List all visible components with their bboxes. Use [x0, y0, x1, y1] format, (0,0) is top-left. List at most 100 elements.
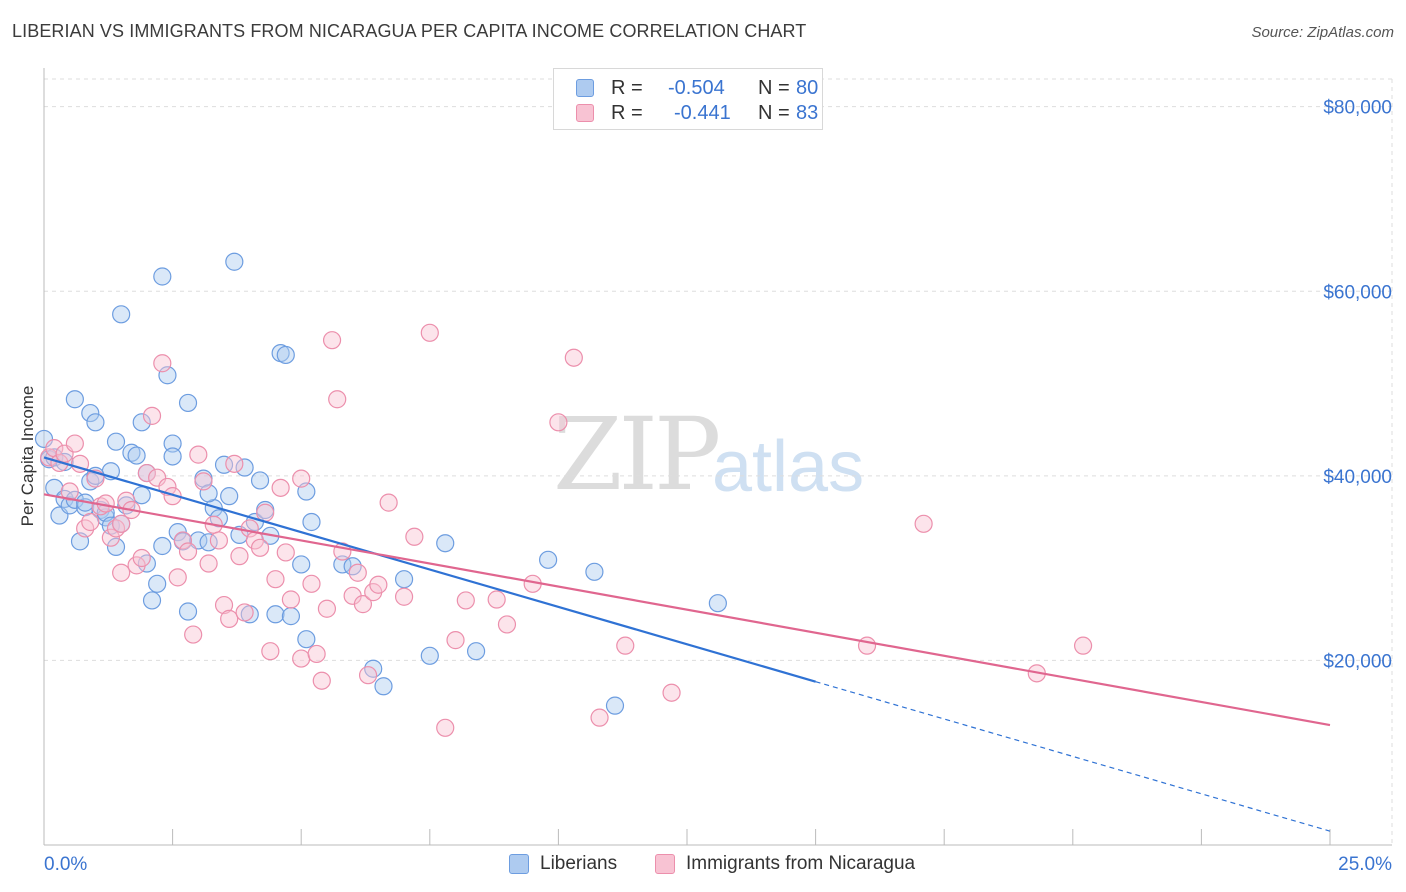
data-point: [220, 487, 239, 506]
liberians-swatch: [576, 79, 594, 97]
chart-title: LIBERIAN VS IMMIGRANTS FROM NICARAGUA PE…: [12, 21, 807, 41]
data-point: [106, 432, 126, 451]
data-point: [708, 594, 727, 613]
data-point: [266, 605, 285, 624]
data-point: [106, 537, 126, 557]
data-point: [616, 636, 635, 655]
data-point: [302, 574, 321, 593]
data-point: [148, 468, 167, 487]
nicaragua-legend-swatch: [655, 854, 675, 874]
data-point: [34, 429, 54, 449]
data-point: [250, 471, 270, 490]
data-point: [585, 562, 604, 581]
data-point: [466, 642, 486, 661]
y-tick-label: $80,000: [1323, 98, 1392, 119]
data-point: [225, 252, 244, 271]
x-tick-label-min: 0.0%: [44, 854, 87, 875]
data-point: [153, 354, 172, 373]
data-point: [292, 469, 311, 488]
nicaragua-n-value: 83: [796, 102, 819, 124]
data-point: [281, 607, 301, 626]
data-point: [487, 590, 506, 609]
data-point: [142, 406, 162, 425]
data-point: [322, 331, 342, 350]
y-tick-label: $20,000: [1323, 651, 1392, 672]
data-point: [590, 708, 609, 727]
nicaragua-points: [40, 323, 1093, 737]
data-point: [1073, 636, 1093, 655]
watermark-atlas: atlas: [712, 427, 865, 507]
data-point: [81, 512, 100, 532]
data-point: [112, 563, 131, 582]
data-point: [178, 602, 198, 621]
data-point: [312, 671, 331, 690]
data-point: [153, 267, 172, 286]
data-point: [276, 543, 295, 562]
data-point: [266, 570, 285, 589]
data-point: [276, 345, 295, 365]
data-point: [261, 642, 280, 661]
n-label: N =: [758, 77, 790, 99]
data-point: [456, 591, 475, 610]
data-point: [394, 570, 414, 589]
data-point: [374, 677, 393, 696]
axes: [43, 68, 1393, 846]
data-point: [184, 625, 203, 644]
liberians-legend-label: Liberians: [540, 853, 618, 874]
data-point: [394, 587, 414, 606]
data-point: [148, 574, 167, 593]
nicaragua-legend-label: Immigrants from Nicaragua: [686, 853, 916, 874]
data-point: [250, 538, 270, 557]
data-point: [81, 403, 100, 423]
data-point: [178, 542, 198, 561]
trend-line: [43, 493, 1331, 727]
data-point: [132, 413, 151, 432]
data-point: [436, 718, 455, 737]
trend-line: [43, 456, 816, 683]
data-point: [307, 644, 326, 664]
n-label: N =: [758, 102, 790, 124]
data-point: [194, 472, 213, 491]
data-point: [40, 448, 59, 467]
data-point: [65, 434, 84, 453]
liberians-legend-swatch: [509, 854, 529, 874]
trend-lines: [43, 456, 1331, 832]
y-tick-label: $40,000: [1323, 467, 1392, 488]
y-tick-label: $60,000: [1323, 282, 1392, 303]
data-point: [292, 649, 311, 668]
data-point: [564, 348, 583, 367]
correlation-legend: R = -0.504 N = 80 R = -0.441 N = 83: [553, 68, 823, 130]
data-point: [142, 591, 162, 610]
data-point: [60, 496, 79, 515]
data-point: [230, 547, 249, 566]
liberians-r-value: -0.504: [668, 77, 725, 99]
data-point: [127, 446, 146, 465]
data-point: [420, 646, 439, 665]
data-point: [256, 503, 275, 522]
data-point: [168, 568, 187, 587]
nicaragua-swatch: [576, 104, 594, 122]
trend-line-extension: [815, 681, 1331, 832]
data-point: [225, 454, 244, 473]
data-point: [297, 630, 316, 649]
data-point: [662, 683, 681, 702]
data-point: [101, 528, 120, 547]
source-attribution: Source: ZipAtlas.com: [1251, 24, 1394, 41]
data-point: [132, 548, 151, 568]
data-point: [328, 390, 347, 409]
data-point: [420, 323, 439, 342]
data-point: [65, 390, 84, 409]
x-tick-label-max: 25.0%: [1338, 854, 1392, 875]
data-point: [122, 443, 141, 462]
data-point: [178, 393, 198, 413]
data-point: [539, 550, 558, 569]
data-point: [436, 534, 455, 553]
nicaragua-r-value: -0.441: [674, 102, 731, 124]
data-point: [358, 666, 378, 685]
r-label: R =: [611, 77, 643, 99]
data-point: [281, 590, 301, 609]
data-point: [112, 514, 131, 533]
data-point: [163, 434, 182, 453]
data-point: [405, 527, 424, 546]
